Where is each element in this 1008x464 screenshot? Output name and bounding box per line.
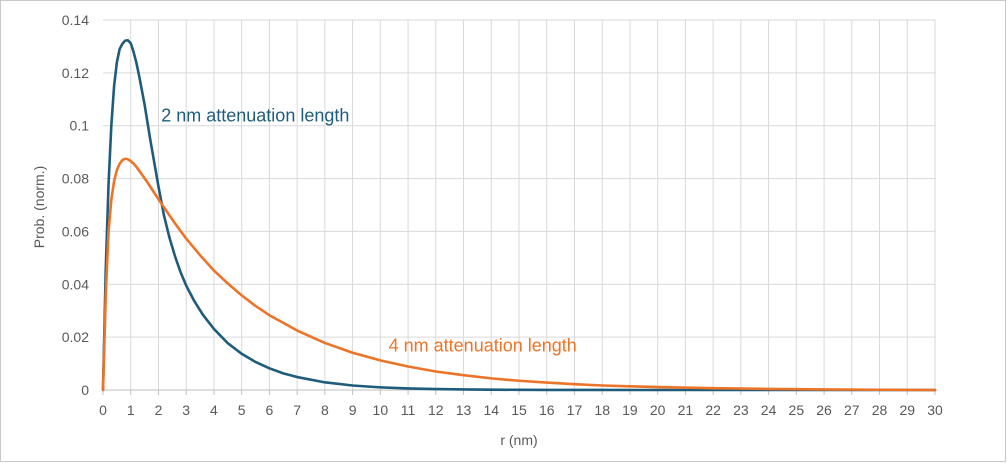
x-tick-label: 7 xyxy=(293,402,301,418)
y-tick-label: 0.06 xyxy=(62,223,89,239)
series-lines xyxy=(101,39,937,392)
x-tick-label: 4 xyxy=(210,402,218,418)
x-tick-label: 20 xyxy=(650,402,666,418)
y-tick-label: 0.12 xyxy=(62,65,89,81)
x-tick-label: 22 xyxy=(705,402,721,418)
y-tick-label: 0.04 xyxy=(62,276,89,292)
series-annotation-0: 2 nm attenuation length xyxy=(161,106,349,126)
x-tick-label: 21 xyxy=(678,402,694,418)
series-line-0 xyxy=(101,39,937,392)
x-tick-label: 26 xyxy=(816,402,832,418)
series-line-1 xyxy=(101,157,937,392)
x-tick-label: 16 xyxy=(539,402,555,418)
x-tick-label: 23 xyxy=(733,402,749,418)
x-tick-label: 5 xyxy=(238,402,246,418)
x-tick-label: 24 xyxy=(761,402,777,418)
y-tick-label: 0.02 xyxy=(62,329,89,345)
x-tick-label: 27 xyxy=(844,402,860,418)
x-tick-label: 9 xyxy=(349,402,357,418)
y-tick-label: 0 xyxy=(81,382,89,398)
y-tick-label: 0.1 xyxy=(70,118,90,134)
x-tick-label: 19 xyxy=(622,402,638,418)
y-axis-title: Prob. (norm.) xyxy=(31,166,47,248)
x-tick-label: 12 xyxy=(428,402,444,418)
tick-labels: 0 1 2 3 4 5 6 7 8 9 10 11 12 13 14 15 16 17 18 19 20 21 22 23 24… xyxy=(62,12,943,418)
y-tick-label: 0.08 xyxy=(62,171,89,187)
x-axis-title: r (nm) xyxy=(500,432,537,448)
x-tick-label: 25 xyxy=(789,402,805,418)
x-tick-label: 17 xyxy=(567,402,583,418)
x-tick-label: 6 xyxy=(266,402,274,418)
x-tick-label: 29 xyxy=(899,402,915,418)
x-tick-label: 13 xyxy=(456,402,472,418)
x-tick-label: 28 xyxy=(872,402,888,418)
x-tick-label: 2 xyxy=(155,402,163,418)
x-tick-label: 0 xyxy=(99,402,107,418)
gridlines xyxy=(103,19,936,390)
x-tick-label: 15 xyxy=(511,402,527,418)
x-tick-label: 8 xyxy=(321,402,329,418)
x-tick-label: 1 xyxy=(127,402,135,418)
x-tick-label: 18 xyxy=(594,402,610,418)
x-tick-label: 30 xyxy=(927,402,943,418)
series-annotation-1: 4 nm attenuation length xyxy=(389,336,577,356)
x-tick-label: 3 xyxy=(182,402,190,418)
series-annotations: 2 nm attenuation length 4 nm attenuation … xyxy=(161,106,577,356)
x-tick-label: 14 xyxy=(483,402,499,418)
y-tick-label: 0.14 xyxy=(62,12,89,28)
x-tick-label: 11 xyxy=(401,402,416,418)
x-tick-label: 10 xyxy=(373,402,389,418)
